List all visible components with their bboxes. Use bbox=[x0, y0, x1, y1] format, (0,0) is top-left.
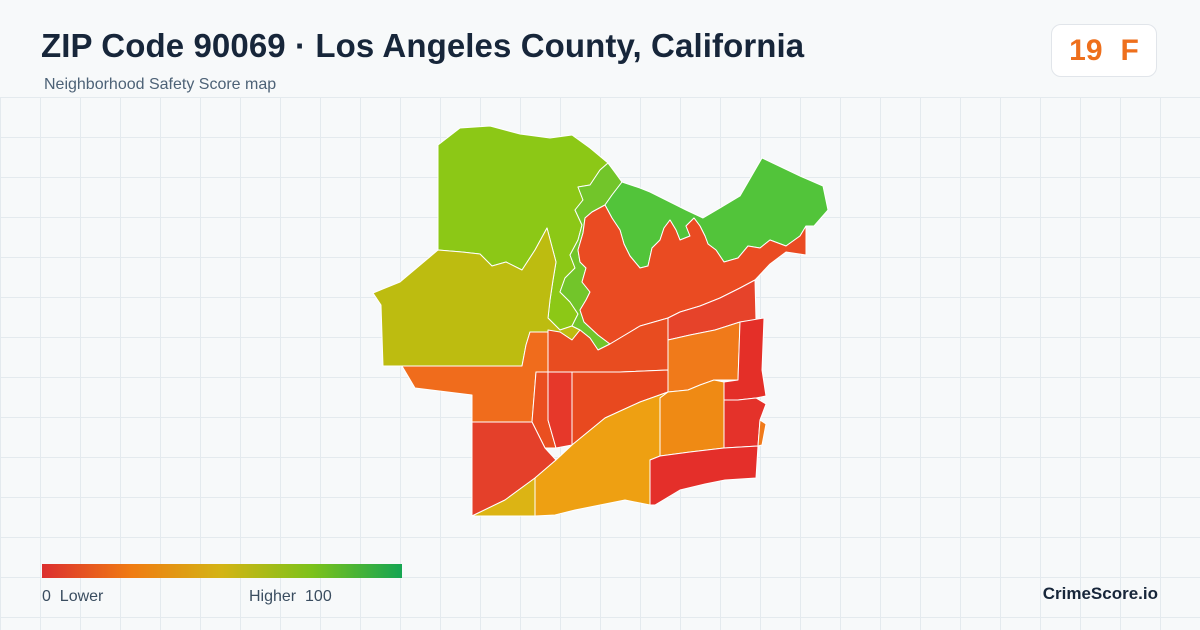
legend-max-label: Higher 100 bbox=[249, 588, 332, 605]
map-region-southeast-tip[interactable] bbox=[757, 419, 767, 447]
page-title: ZIP Code 90069 · Los Angeles County, Cal… bbox=[41, 27, 805, 64]
map-region-central[interactable] bbox=[577, 204, 807, 345]
header: ZIP Code 90069 · Los Angeles County, Cal… bbox=[0, 0, 1200, 97]
legend-color-scale bbox=[42, 564, 402, 578]
score-grade: F bbox=[1120, 33, 1139, 67]
map-region-south-red[interactable] bbox=[649, 445, 759, 506]
map-region-thin-strip[interactable] bbox=[547, 371, 573, 449]
safety-score-badge: 19 F bbox=[1051, 24, 1157, 77]
page-subtitle: Neighborhood Safety Score map bbox=[44, 76, 277, 93]
map-region-east-lower[interactable] bbox=[659, 379, 725, 457]
map-region-west[interactable] bbox=[372, 227, 581, 367]
score-value: 19 bbox=[1069, 33, 1103, 67]
legend-min-label: 0 Lower bbox=[42, 588, 104, 605]
brand-logo-text[interactable]: CrimeScore.io bbox=[1042, 584, 1158, 603]
